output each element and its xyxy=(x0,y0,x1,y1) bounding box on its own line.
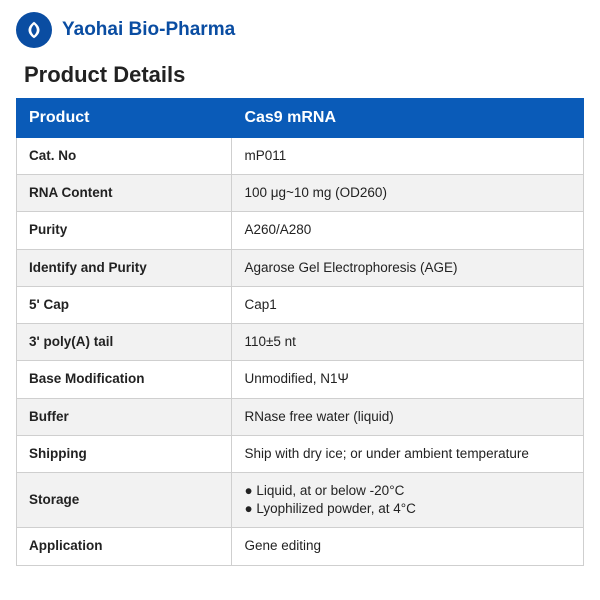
row-value: Unmodified, N1Ψ xyxy=(232,361,584,398)
row-label: Base Modification xyxy=(17,361,232,398)
table-row: Base ModificationUnmodified, N1Ψ xyxy=(17,361,584,398)
row-value: 100 μg~10 mg (OD260) xyxy=(232,175,584,212)
row-value: Gene editing xyxy=(232,528,584,565)
company-logo-icon xyxy=(16,12,52,48)
table-row: 5' CapCap1 xyxy=(17,286,584,323)
section-title: Product Details xyxy=(24,62,584,88)
row-value: Liquid, at or below -20°CLyophilized pow… xyxy=(232,472,584,527)
row-label: Identify and Purity xyxy=(17,249,232,286)
table-row: BufferRNase free water (liquid) xyxy=(17,398,584,435)
table-header-value: Cas9 mRNA xyxy=(232,99,584,138)
row-label: Shipping xyxy=(17,435,232,472)
table-row: ShippingShip with dry ice; or under ambi… xyxy=(17,435,584,472)
table-header-row: Product Cas9 mRNA xyxy=(17,99,584,138)
bullet-item: Lyophilized powder, at 4°C xyxy=(244,500,571,518)
company-name: Yaohai Bio-Pharma xyxy=(62,19,235,41)
product-details-table: Product Cas9 mRNA Cat. NomP011RNA Conten… xyxy=(16,98,584,566)
table-row: Cat. NomP011 xyxy=(17,138,584,175)
table-row: ApplicationGene editing xyxy=(17,528,584,565)
row-label: 5' Cap xyxy=(17,286,232,323)
table-header-product: Product xyxy=(17,99,232,138)
header: Yaohai Bio-Pharma xyxy=(16,12,584,48)
row-label: Cat. No xyxy=(17,138,232,175)
row-value: 110±5 nt xyxy=(232,324,584,361)
table-row: Identify and PurityAgarose Gel Electroph… xyxy=(17,249,584,286)
bullet-item: Liquid, at or below -20°C xyxy=(244,482,571,500)
row-value: Agarose Gel Electrophoresis (AGE) xyxy=(232,249,584,286)
row-label: Buffer xyxy=(17,398,232,435)
table-row: 3' poly(A) tail110±5 nt xyxy=(17,324,584,361)
row-label: Application xyxy=(17,528,232,565)
row-label: 3' poly(A) tail xyxy=(17,324,232,361)
table-row: RNA Content100 μg~10 mg (OD260) xyxy=(17,175,584,212)
row-value: Cap1 xyxy=(232,286,584,323)
bullet-list: Liquid, at or below -20°CLyophilized pow… xyxy=(244,482,571,518)
row-value: mP011 xyxy=(232,138,584,175)
row-label: Purity xyxy=(17,212,232,249)
row-value: RNase free water (liquid) xyxy=(232,398,584,435)
row-label: Storage xyxy=(17,472,232,527)
row-label: RNA Content xyxy=(17,175,232,212)
row-value: A260/A280 xyxy=(232,212,584,249)
table-row: PurityA260/A280 xyxy=(17,212,584,249)
table-row: Storage Liquid, at or below -20°CLyophili… xyxy=(17,472,584,527)
row-value: Ship with dry ice; or under ambient temp… xyxy=(232,435,584,472)
